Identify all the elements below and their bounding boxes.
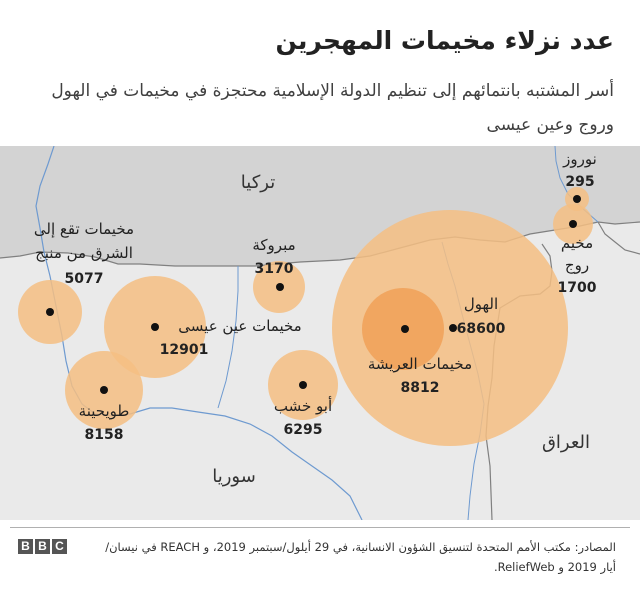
- dot-abu-khashab: [299, 381, 307, 389]
- footer: B B C المصادر: مكتب الأمم المتحدة لتنسيق…: [0, 527, 640, 591]
- value-ain-issa: 12901: [160, 342, 209, 358]
- value-newroz: 295: [565, 174, 594, 190]
- bbc-logo-block: B: [18, 539, 33, 554]
- dot-arisha: [401, 325, 409, 333]
- iraq-turkey-border: [597, 221, 640, 255]
- camp-dots: [46, 195, 581, 394]
- label-manbij-east-line2: الشرق من منبج: [35, 244, 133, 262]
- page-title: عدد نزلاء مخيمات المهجرين: [275, 26, 614, 55]
- label-syria: سوريا: [212, 466, 256, 487]
- value-mabrouka: 3170: [255, 261, 294, 277]
- label-al-hol: الهول: [464, 295, 498, 313]
- footer-divider: [10, 527, 630, 528]
- camps-map: تركيا سوريا العراق مخيمات تقع إلى الشرق …: [0, 146, 640, 520]
- bbc-logo-block: C: [52, 539, 67, 554]
- label-newroz: نوروز: [562, 150, 597, 168]
- bbc-logo-block: B: [35, 539, 50, 554]
- label-abu-khashab: أبو خشب: [274, 396, 332, 415]
- label-turkey: تركيا: [241, 172, 275, 193]
- source-note: المصادر: مكتب الأمم المتحدة لتنسيق الشؤو…: [105, 540, 616, 574]
- label-arisha: مخيمات العريشة: [368, 355, 472, 373]
- label-roj-line2: روج: [565, 256, 589, 275]
- label-iraq: العراق: [542, 432, 590, 453]
- label-tweihina: طويحينة: [79, 402, 130, 420]
- value-arisha: 8812: [401, 380, 440, 396]
- dot-manbij-east: [46, 308, 54, 316]
- dot-mabrouka: [276, 283, 284, 291]
- dot-roj: [569, 220, 577, 228]
- label-mabrouka: مبروكة: [252, 236, 295, 254]
- value-abu-khashab: 6295: [284, 422, 323, 438]
- value-al-hol: 68600: [457, 321, 506, 337]
- label-manbij-east-line1: مخيمات تقع إلى: [34, 220, 134, 238]
- label-ain-issa: مخيمات عين عيسى: [178, 317, 301, 335]
- bbc-logo: B B C: [18, 539, 67, 554]
- balikh-river: [217, 266, 239, 409]
- value-manbij-east: 5077: [65, 271, 104, 287]
- dot-tweihina: [100, 386, 108, 394]
- label-roj-line1: مخيم: [561, 234, 593, 252]
- dot-ain-issa: [151, 323, 159, 331]
- dot-al-hol: [449, 324, 457, 332]
- map-canvas: تركيا سوريا العراق مخيمات تقع إلى الشرق …: [0, 146, 640, 520]
- value-tweihina: 8158: [85, 427, 124, 443]
- value-roj: 1700: [558, 280, 597, 296]
- page-subtitle: أسر المشتبه بانتمائهم إلى تنظيم الدولة ا…: [51, 81, 614, 135]
- dot-newroz: [573, 195, 581, 203]
